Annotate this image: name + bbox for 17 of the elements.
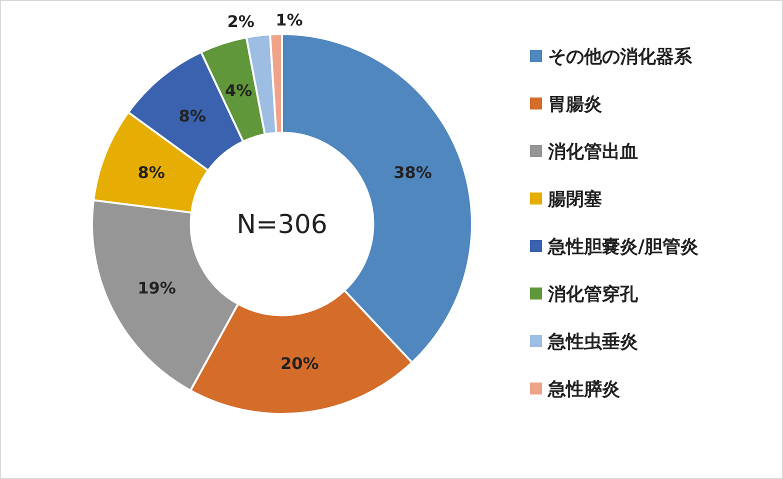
data-label: 8%: [178, 106, 206, 126]
legend-label: 腸閉塞: [547, 188, 602, 210]
text: N=306: [236, 210, 328, 240]
data-label: 20%: [280, 354, 319, 374]
data-label: 19%: [138, 278, 176, 298]
legend-label: 消化管出血: [547, 141, 638, 162]
legend-label: 胃腸炎: [548, 94, 602, 115]
data-label: 8%: [138, 162, 165, 182]
legend-label: 急性虫垂炎: [547, 331, 638, 352]
legend-label: 消化管穿孔: [547, 284, 639, 305]
data-label: 1%: [276, 10, 303, 30]
legend-label: 急性胆嚢炎/胆管炎: [547, 236, 699, 258]
legend-label: その他の消化器系: [548, 46, 693, 68]
data-label: 2%: [227, 12, 254, 32]
data-label: 38%: [394, 162, 432, 182]
data-label: 4%: [224, 80, 252, 100]
legend-label: 急性膵炎: [547, 378, 620, 400]
